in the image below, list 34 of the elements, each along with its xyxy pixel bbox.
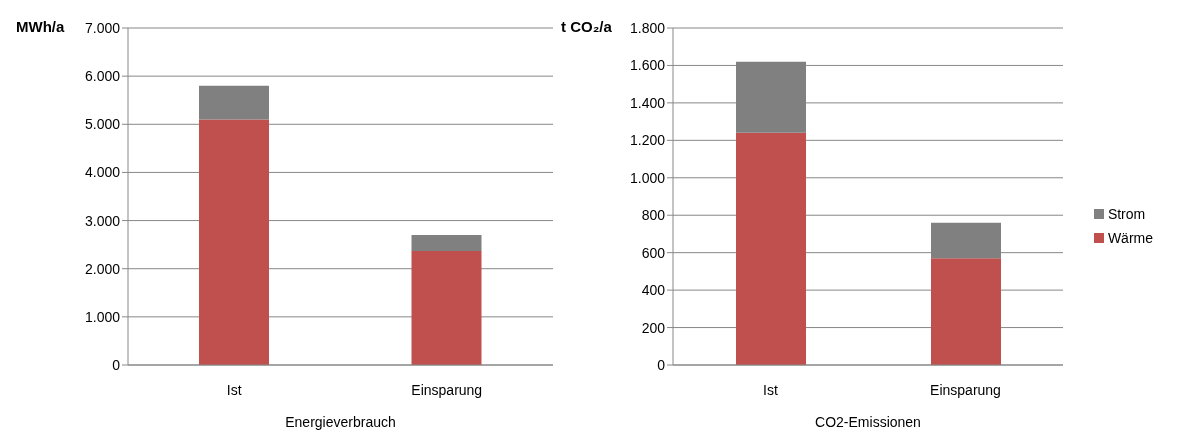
bar [411,250,482,365]
y-tick-label: 1.400 [629,94,666,111]
y-tick-label: 1.600 [629,57,666,74]
y-tick-label: 5.000 [84,116,121,133]
bar [411,235,482,251]
y-tick-label: 1.000 [84,308,121,325]
x-tick-label: Einsparung [411,382,483,398]
y-tick-label: 0 [112,356,121,373]
y-tick-label: 1.000 [629,169,666,186]
x-axis-title: Energieverbrauch [285,414,396,430]
bar [736,132,806,365]
y-tick-label: 0 [657,356,666,373]
y-tick-label: 7.000 [84,19,121,36]
y-tick-label: 400 [641,282,666,299]
y-tick-label: 1.800 [629,19,666,36]
y-tick-label: 2.000 [84,260,121,277]
y-tick-label: 600 [641,244,666,261]
y-axis-title: MWh/a [16,18,65,35]
bar [199,119,269,365]
legend-label: Wärme [1107,230,1153,246]
y-tick-label: 6.000 [84,68,121,85]
y-tick-label: 4.000 [84,164,121,181]
x-axis-title: CO2-Emissionen [815,414,921,430]
x-tick-label: Ist [226,382,242,398]
y-tick-label: 800 [641,207,666,224]
y-tick-label: 1.200 [629,132,666,149]
y-axis-title: t CO₂/a [561,18,612,35]
legend-label: Strom [1107,206,1146,222]
y-tick-label: 200 [641,319,666,336]
x-tick-label: Ist [763,382,778,398]
x-tick-label: Einsparung [930,382,1001,398]
y-tick-label: 3.000 [84,212,121,229]
bar [931,258,1001,365]
bar [199,85,269,120]
